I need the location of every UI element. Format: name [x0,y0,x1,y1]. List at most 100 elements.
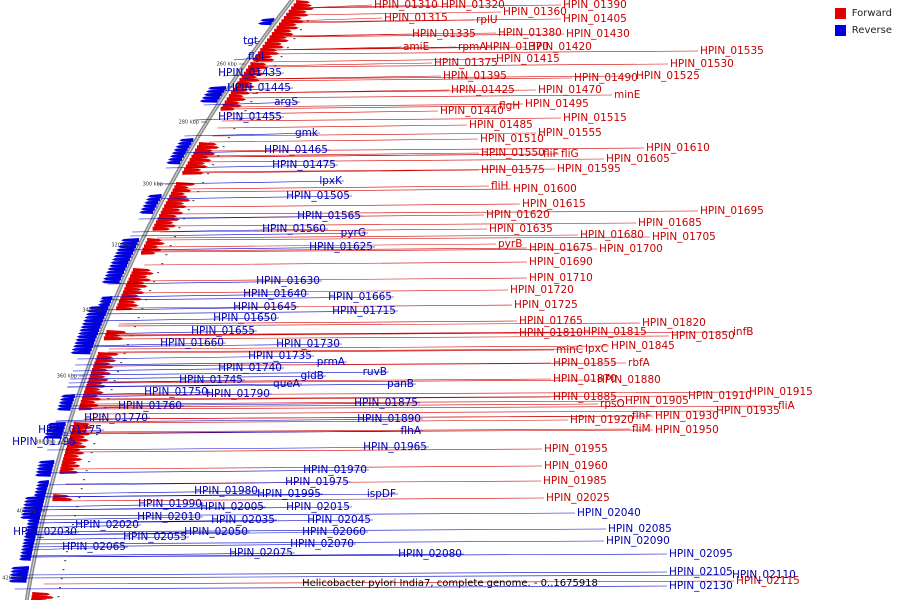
reverse-leader [100,296,395,301]
reverse-leader [132,228,329,233]
forward-cds [131,271,154,276]
forward-cds [267,38,289,43]
forward-leader [91,395,687,400]
forward-leader [289,17,383,22]
forward-cds [80,400,96,404]
reverse-cds [168,157,182,162]
forward-cds [88,377,109,382]
reverse-gene-label: HPIN_01660 [160,337,224,349]
track-marker [262,83,265,85]
reverse-leader [94,310,399,315]
track-marker [123,353,126,355]
reverse-leader [165,164,339,169]
forward-leader [247,77,573,82]
reverse-gene-label: queA [273,378,301,390]
track-marker [134,326,136,328]
scale-tick-label: 360 kbp [57,374,77,380]
forward-cds [184,167,202,172]
forward-leader [197,158,605,163]
track-marker [93,443,96,445]
forward-leader [69,465,543,470]
forward-gene-label: HPIN_01700 [599,243,663,255]
forward-leader [268,46,527,51]
track-marker [157,272,160,274]
reverse-gene-label: HPIN_01560 [262,223,326,235]
reverse-cds [22,505,43,510]
forward-cds [89,374,106,379]
reverse-leader [92,317,280,322]
reverse-gene-label: HPIN_01435 [218,67,282,79]
reverse-cds [36,480,49,484]
track-marker [80,488,83,490]
reverse-gene-label: HPIN_01735 [248,350,312,362]
forward-leader [191,169,480,174]
scale-tick-label: 280 kbp [179,120,199,126]
forward-cds [174,185,189,190]
forward-cds [85,387,101,392]
scale-tick-label: 420 kbp [2,576,22,582]
forward-gene-label: HPIN_01725 [514,299,578,311]
reverse-cds [115,250,133,255]
reverse-cds [147,194,162,198]
track-marker [127,344,129,346]
track-marker [90,452,93,454]
track-marker [178,227,181,229]
forward-leader [61,497,545,502]
forward-leader [289,18,562,23]
reverse-gene-label: HPIN_01965 [363,441,427,453]
forward-gene-label: HPIN_01405 [563,13,627,25]
forward-leader [89,400,624,405]
forward-leader [230,103,524,108]
forward-leader [212,132,537,137]
forward-leader [169,210,699,215]
forward-gene-label: HPIN_01495 [525,98,589,110]
reverse-cds [57,403,72,408]
forward-cds [86,384,107,388]
forward-cds [274,28,292,33]
forward-gene-label: HPIN_01425 [451,84,515,96]
reverse-cds [111,257,130,262]
forward-leader [80,428,631,433]
track-marker [59,587,61,589]
genome-caption: Helicobacter pylori India7, complete gen… [302,578,598,589]
reverse-gene-label: ruvB [363,366,387,378]
forward-cds [63,457,83,462]
forward-gene-label: HPIN_01535 [700,45,764,57]
forward-gene-label: HPIN_01705 [652,231,716,243]
reverse-cds [121,238,140,242]
reverse-cds [9,572,28,577]
reverse-gene-label: HPIN_01775 [38,424,102,436]
reverse-gene-label: HPIN_02010 [137,511,201,523]
forward-cds [253,57,275,62]
reverse-gene-label: HPIN_01890 [357,413,421,425]
reverse-cds [109,263,127,268]
reverse-gene-label: HPIN_01505 [286,190,350,202]
forward-leader [236,94,613,99]
forward-cds [255,54,273,59]
forward-gene-label: HPIN_01605 [606,153,670,165]
forward-leader [90,396,552,401]
track-marker [71,524,74,526]
forward-gene-label: HPIN_01370 [485,41,549,53]
forward-gene-label: HPIN_01935 [716,405,780,417]
forward-cds [124,287,142,292]
forward-cds [195,148,213,153]
reverse-leader [174,149,331,154]
forward-gene-label: HPIN_02025 [546,492,610,504]
reverse-gene-label: HPIN_02060 [302,526,366,538]
reverse-cds [139,210,154,214]
track-marker [169,245,172,247]
reverse-gene-label: argS [274,96,298,108]
reverse-cds [18,556,31,561]
forward-cds [69,434,86,439]
reverse-gene-label: HPIN_01740 [218,362,282,374]
forward-cds [237,81,253,86]
reverse-gene-label: HPIN_02110 [732,569,796,581]
reverse-cds [10,569,29,574]
reverse-gene-label: HPIN_01875 [354,397,418,409]
track-marker [286,47,289,49]
reverse-leader [31,506,353,511]
forward-gene-label: fliM [632,423,651,435]
forward-cds [293,3,312,8]
